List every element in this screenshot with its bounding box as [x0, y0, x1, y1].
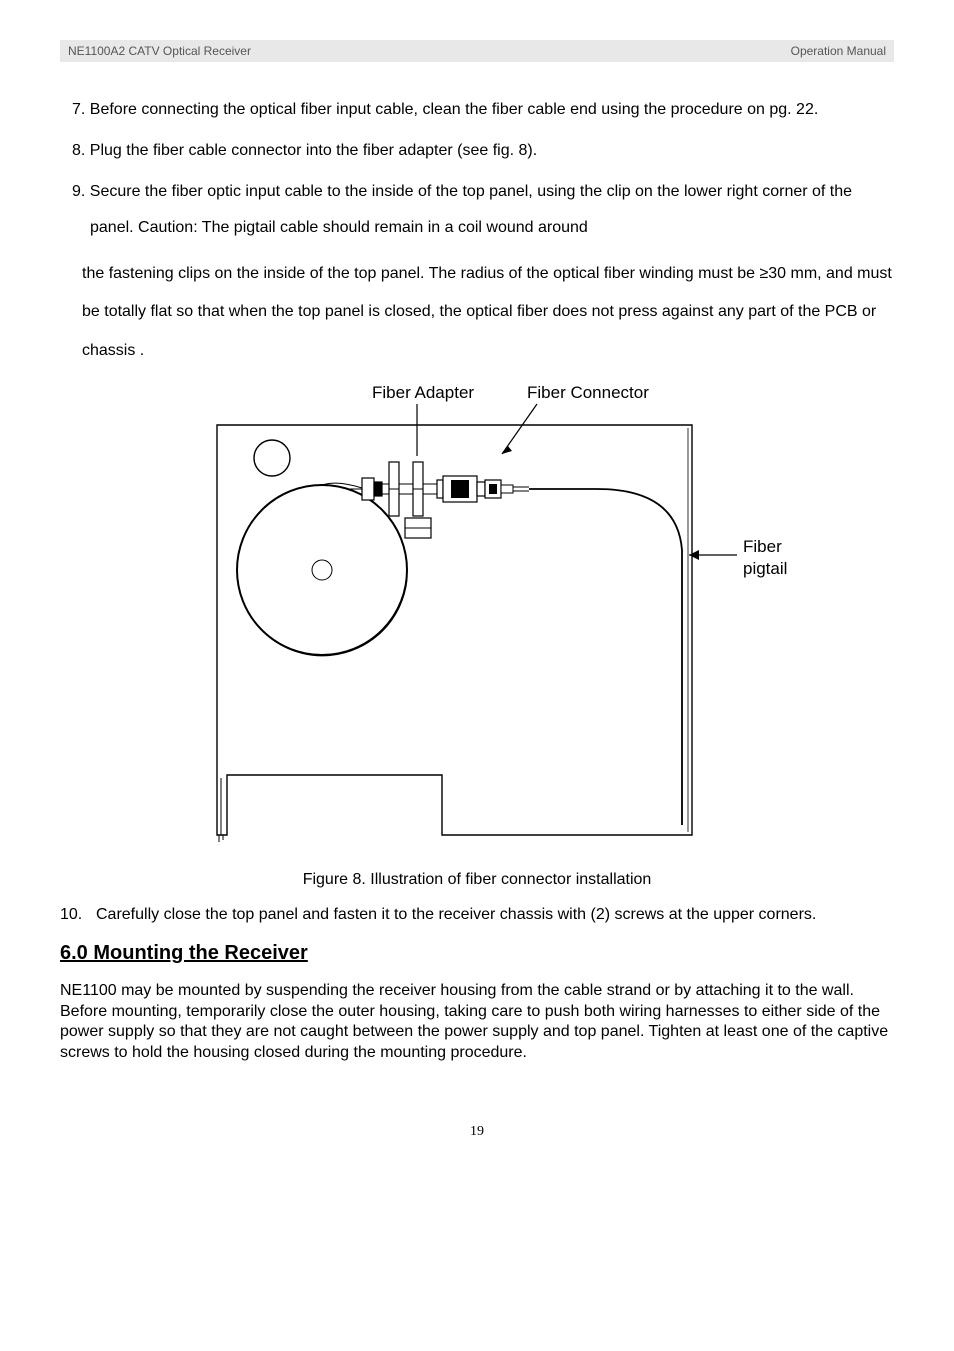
fiber-diagram-svg: Fiber Adapter Fiber Connector	[137, 380, 817, 860]
step-9b: the fastening clips on the inside of the…	[82, 255, 894, 370]
page-number: 19	[60, 1124, 894, 1140]
step-10: 10. Carefully close the top panel and fa…	[60, 905, 894, 926]
mounting-paragraph: NE1100 may be mounted by suspending the …	[60, 981, 894, 1064]
header-left: NE1100A2 CATV Optical Receiver	[68, 44, 251, 58]
step-10-text: Carefully close the top panel and fasten…	[96, 905, 816, 926]
label-pigtail-1: Fiber	[743, 537, 782, 556]
figure-caption: Figure 8. Illustration of fiber connecto…	[60, 871, 894, 889]
label-connector: Fiber Connector	[527, 383, 649, 402]
section-heading: 6.0 Mounting the Receiver	[60, 942, 894, 965]
step-7: 7. Before connecting the optical fiber i…	[72, 92, 894, 127]
diagram: Fiber Adapter Fiber Connector	[137, 380, 817, 865]
figure-wrap: Fiber Adapter Fiber Connector	[60, 380, 894, 889]
body-text: 7. Before connecting the optical fiber i…	[60, 92, 894, 370]
step-10-num: 10.	[60, 905, 96, 926]
header-bar: NE1100A2 CATV Optical Receiver Operation…	[60, 40, 894, 62]
step-8: 8. Plug the fiber cable connector into t…	[72, 137, 894, 164]
label-adapter: Fiber Adapter	[372, 383, 474, 402]
header-right: Operation Manual	[791, 44, 886, 58]
page: NE1100A2 CATV Optical Receiver Operation…	[0, 0, 954, 1140]
label-pigtail-2: pigtail	[743, 559, 787, 578]
step-9a: 9. Secure the fiber optic input cable to…	[72, 174, 894, 244]
